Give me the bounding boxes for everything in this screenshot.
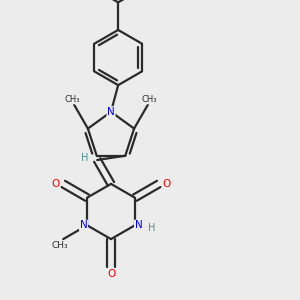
Text: CH₃: CH₃ <box>142 95 157 104</box>
Text: O: O <box>162 179 170 189</box>
Text: N: N <box>80 220 87 230</box>
Text: N: N <box>135 220 142 230</box>
Text: H: H <box>81 153 88 163</box>
Text: CH₃: CH₃ <box>52 241 68 250</box>
Text: H: H <box>148 223 155 233</box>
Text: O: O <box>107 269 115 279</box>
Text: CH₃: CH₃ <box>65 95 80 104</box>
Text: N: N <box>107 107 115 117</box>
Text: O: O <box>52 179 60 189</box>
